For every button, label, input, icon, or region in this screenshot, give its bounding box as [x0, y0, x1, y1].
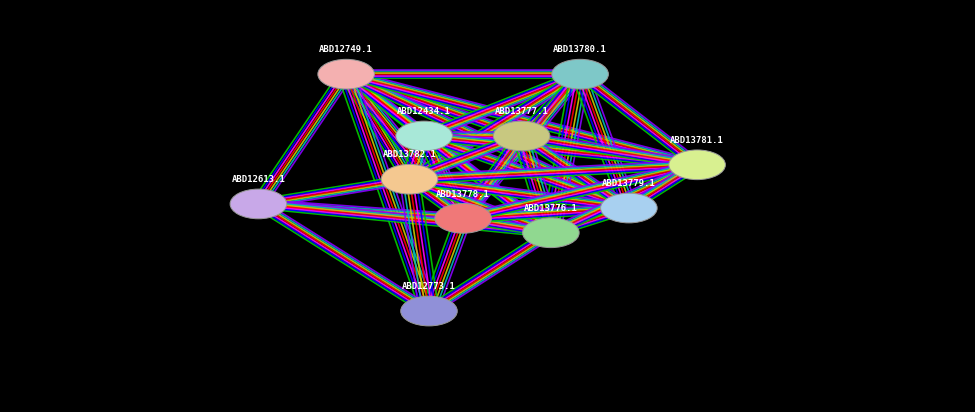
Text: ABD13776.1: ABD13776.1 [524, 204, 578, 213]
Ellipse shape [318, 59, 374, 89]
Ellipse shape [230, 189, 287, 219]
Text: ABD13778.1: ABD13778.1 [436, 190, 490, 199]
Ellipse shape [435, 204, 491, 233]
Text: ABD13781.1: ABD13781.1 [670, 136, 724, 145]
Text: ABD12749.1: ABD12749.1 [319, 45, 373, 54]
Ellipse shape [493, 121, 550, 151]
Text: ABD13780.1: ABD13780.1 [553, 45, 607, 54]
Ellipse shape [523, 218, 579, 248]
Text: ABD12773.1: ABD12773.1 [402, 282, 456, 291]
Text: ABD12613.1: ABD12613.1 [231, 175, 286, 184]
Ellipse shape [669, 150, 725, 180]
Ellipse shape [381, 164, 438, 194]
Text: ABD13779.1: ABD13779.1 [602, 179, 656, 188]
Text: ABD12434.1: ABD12434.1 [397, 107, 451, 116]
Ellipse shape [401, 296, 457, 326]
Ellipse shape [601, 193, 657, 223]
Text: ABD13777.1: ABD13777.1 [494, 107, 549, 116]
Text: ABD13782.1: ABD13782.1 [382, 150, 437, 159]
Ellipse shape [552, 59, 608, 89]
Ellipse shape [396, 121, 452, 151]
